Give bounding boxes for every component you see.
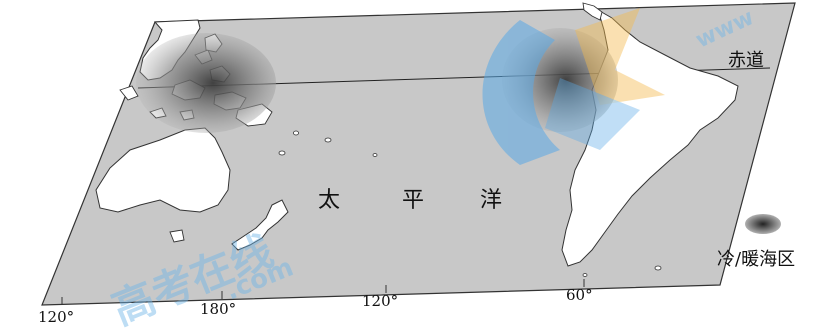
legend-swatch	[745, 214, 781, 234]
tasmania	[169, 229, 185, 243]
ocean-label-1: 太	[318, 188, 341, 213]
longitude-label-60: 60°	[566, 286, 593, 304]
new-zealand	[231, 199, 289, 251]
longitude-label-120w: 120°	[38, 308, 74, 326]
ocean-label-3: 洋	[480, 188, 503, 213]
longitude-label-120: 120°	[362, 292, 398, 310]
zone-west-pacific	[136, 33, 276, 133]
watermark-logo	[482, 8, 665, 165]
pacific-islets	[278, 130, 662, 277]
longitude-ticks	[61, 279, 585, 305]
australia	[95, 127, 231, 213]
ocean-label-2: 平	[402, 188, 425, 213]
equator-label: 赤道	[728, 50, 764, 71]
longitude-label-180: 180°	[200, 300, 236, 318]
legend-label: 冷/暖海区	[717, 249, 795, 270]
central-america	[582, 2, 603, 21]
